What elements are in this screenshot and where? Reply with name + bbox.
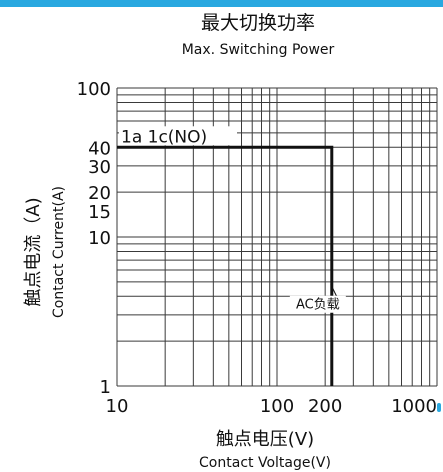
annotation-ac-load: AC负载 [296, 298, 340, 313]
y-tick-label: 30 [88, 157, 111, 178]
x-tick-label: 200 [308, 396, 342, 417]
y-tick-label: 20 [88, 183, 111, 204]
y-tick-label: 1 [100, 377, 111, 398]
x-tick-label: 100 [260, 396, 294, 417]
chart-subtitle: Max. Switching Power [182, 42, 335, 58]
x-axis-label: 触点电压(V) [216, 429, 314, 450]
edge-marker [437, 403, 441, 412]
y-axis-label-en: Contact Current(A) [51, 186, 67, 318]
top-accent-bar [0, 0, 443, 7]
series-line-1a-1c-no [117, 145, 334, 386]
series-label-background [119, 126, 237, 146]
chart-title: 最大切换功率 [201, 12, 315, 34]
y-tick-label: 15 [88, 202, 111, 223]
x-axis-label-en: Contact Voltage(V) [199, 455, 331, 471]
annotation-background [289, 295, 346, 313]
series-label: 1a 1c(NO) [121, 127, 207, 147]
series-layer [117, 145, 334, 386]
x-tick-label: 1000 [391, 396, 437, 417]
grid [116, 87, 438, 387]
y-tick-label: 10 [88, 228, 111, 249]
y-tick-label: 100 [77, 79, 111, 100]
x-tick-label: 10 [106, 396, 129, 417]
y-axis-label: 触点电流（A) [23, 197, 44, 306]
y-tick-label: 40 [88, 138, 111, 159]
